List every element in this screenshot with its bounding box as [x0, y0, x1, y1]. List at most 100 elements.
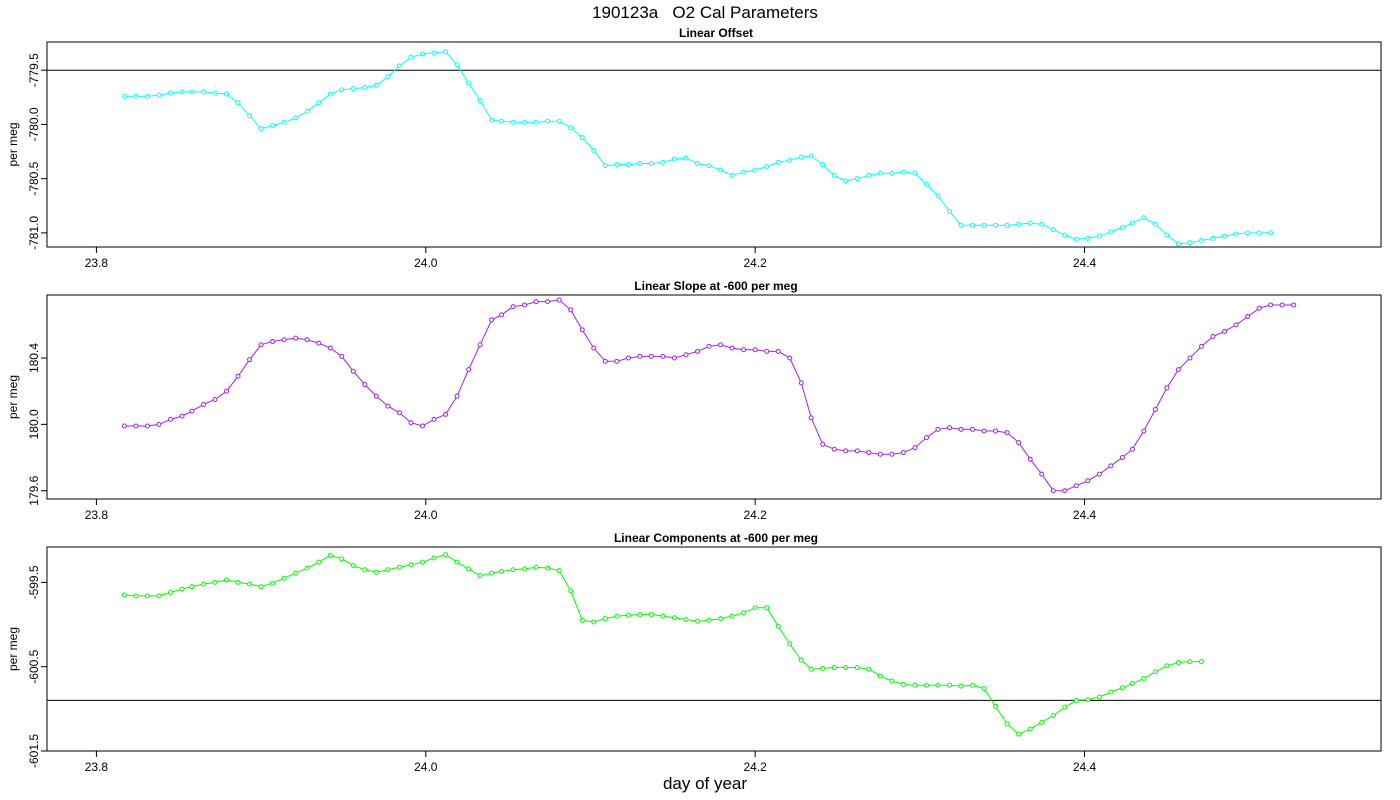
data-point [637, 353, 643, 359]
data-point [385, 403, 391, 409]
data-point [489, 117, 495, 123]
data-point [695, 160, 701, 166]
data-point [408, 54, 414, 60]
data-point [1039, 719, 1045, 725]
data-point [510, 567, 516, 573]
data-point [1119, 224, 1125, 230]
data-point [1141, 215, 1147, 221]
data-point [522, 119, 528, 125]
data-point [602, 616, 608, 622]
data-point [235, 373, 241, 379]
panel-linear-slope: Linear Slope at -600 per meg per meg 179.6… [6, 279, 1382, 522]
data-point [718, 167, 724, 173]
data-point [752, 347, 758, 353]
data-point [477, 573, 483, 579]
data-point [764, 348, 770, 354]
data-point [396, 410, 402, 416]
y-tick-label: -780.5 [27, 161, 41, 195]
x-tick-label: 24.0 [414, 256, 438, 270]
data-point [168, 416, 174, 422]
data-point [522, 566, 528, 572]
data-point [1096, 233, 1102, 239]
y-axis-label: per meg [6, 375, 20, 419]
y-tick-label: -781.0 [27, 216, 41, 250]
x-tick-label: 23.8 [85, 256, 109, 270]
data-point [133, 93, 139, 99]
data-point [270, 338, 276, 344]
data-point [820, 665, 826, 671]
data-point [1129, 220, 1135, 226]
data-point [293, 115, 299, 121]
data-point [362, 85, 368, 91]
data-point [1016, 221, 1022, 227]
data-point [466, 367, 472, 373]
data-point [133, 593, 139, 599]
data-point [316, 559, 322, 565]
data-point [683, 155, 689, 161]
data-point [200, 401, 206, 407]
data-point [1050, 227, 1056, 233]
data-point [729, 345, 735, 351]
data-point [1175, 367, 1181, 373]
data-point [660, 613, 666, 619]
data-point [671, 615, 677, 621]
data-point [362, 382, 368, 388]
panel-title: Linear Offset [679, 26, 753, 40]
data-point [293, 570, 299, 576]
data-point [327, 91, 333, 97]
data-point [1164, 385, 1170, 391]
data-point [808, 415, 814, 421]
data-point [718, 616, 724, 622]
data-point [764, 605, 770, 611]
data-point [1119, 685, 1125, 691]
data-point [121, 93, 127, 99]
x-tick-label: 24.0 [414, 508, 438, 522]
data-point [843, 665, 849, 671]
data-point [660, 159, 666, 165]
data-point [1039, 471, 1045, 477]
data-point [1291, 302, 1297, 308]
data-point [189, 584, 195, 590]
data-point [947, 425, 953, 431]
data-point [706, 163, 712, 169]
data-point [958, 426, 964, 432]
data-point [798, 154, 804, 160]
data-point [1187, 240, 1193, 246]
data-point [787, 157, 793, 163]
data-point [935, 682, 941, 688]
data-point [339, 353, 345, 359]
data-point [683, 352, 689, 358]
data-point [614, 613, 620, 619]
data-point [798, 657, 804, 663]
panel-title: Linear Slope at -600 per meg [634, 279, 797, 293]
main-title: 190123a O2 Cal Parameters [592, 3, 818, 22]
panel-title: Linear Components at -600 per meg [614, 531, 818, 545]
data-point [1004, 222, 1010, 228]
data-point [981, 686, 987, 692]
data-point [533, 119, 539, 125]
data-point [741, 169, 747, 175]
data-point [247, 357, 253, 363]
data-point [602, 358, 608, 364]
data-point [466, 80, 472, 86]
data-point [820, 162, 826, 168]
data-point [1152, 406, 1158, 412]
data-point [602, 163, 608, 169]
data-point [889, 170, 895, 176]
data-point [1152, 221, 1158, 227]
data-point [970, 682, 976, 688]
data-point [820, 441, 826, 447]
data-point [281, 119, 287, 125]
data-point [912, 170, 918, 176]
data-point [443, 49, 449, 55]
data-point [981, 222, 987, 228]
data-point [224, 577, 230, 583]
y-tick-label: -599.5 [27, 565, 41, 599]
data-point [775, 348, 781, 354]
data-point [304, 565, 310, 571]
data-point [1016, 440, 1022, 446]
data-point [877, 673, 883, 679]
data-point [625, 162, 631, 168]
data-point [466, 566, 472, 572]
data-point [1062, 704, 1068, 710]
